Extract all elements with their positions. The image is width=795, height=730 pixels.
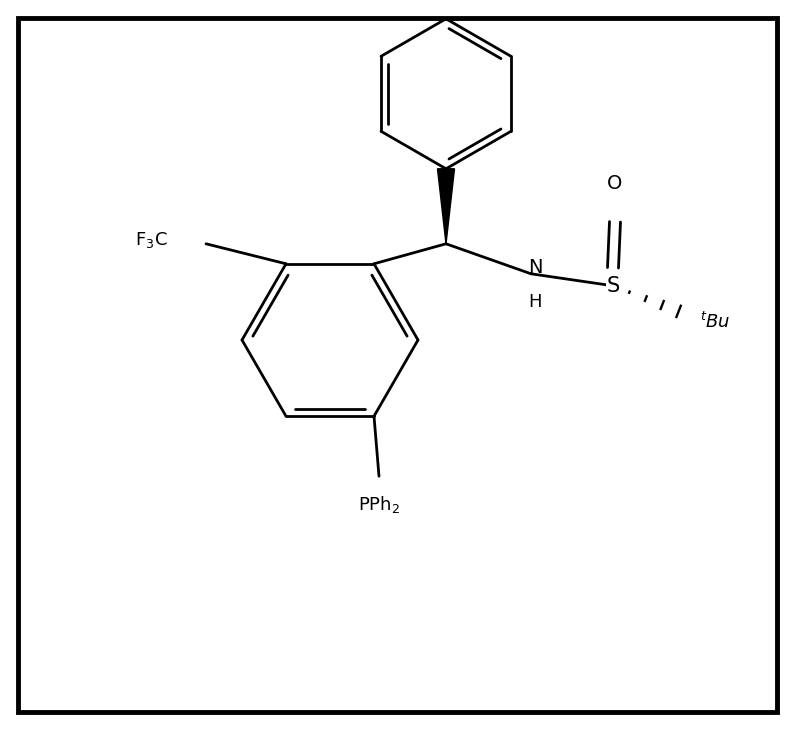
Text: $^{t}$Bu: $^{t}$Bu bbox=[700, 312, 731, 332]
Text: N: N bbox=[528, 258, 542, 277]
Text: S: S bbox=[607, 276, 619, 296]
Text: F$_3$C: F$_3$C bbox=[134, 230, 167, 250]
Text: O: O bbox=[607, 174, 622, 193]
Text: H: H bbox=[528, 293, 541, 311]
Text: PPh$_2$: PPh$_2$ bbox=[358, 493, 400, 515]
Polygon shape bbox=[437, 169, 455, 244]
